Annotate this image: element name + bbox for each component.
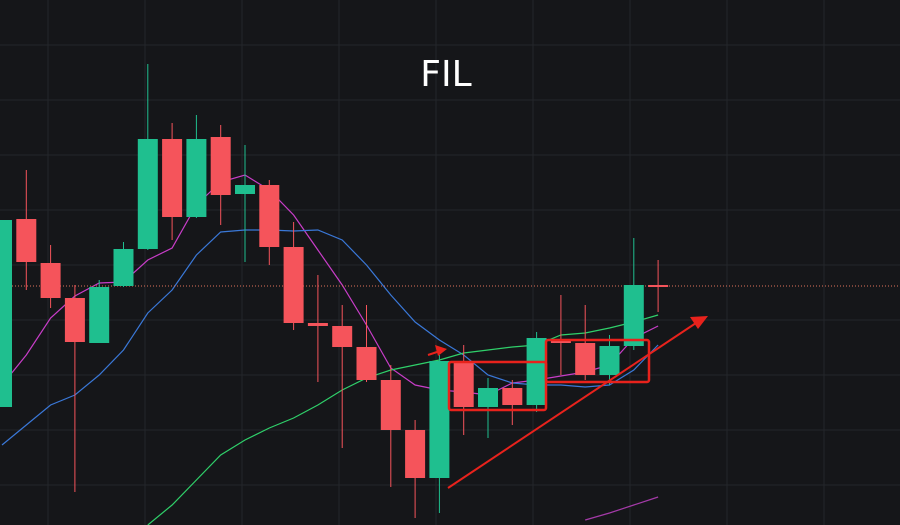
candle-body <box>89 287 110 343</box>
candle-body <box>0 220 12 407</box>
candle-body <box>210 137 231 195</box>
chart-title: FIL <box>420 54 471 95</box>
candle-body <box>332 326 353 347</box>
candle-body <box>113 249 134 286</box>
candles <box>0 64 669 518</box>
candle-body <box>453 363 474 407</box>
ma-lines <box>0 174 900 525</box>
annotations <box>427 316 708 489</box>
candle-body <box>283 247 304 323</box>
candle-body <box>550 340 571 343</box>
candle-body <box>64 298 85 342</box>
highlight-box <box>544 338 651 384</box>
candle-body <box>235 185 255 194</box>
candle-body <box>186 139 207 217</box>
candle-body <box>429 361 450 478</box>
candle-body <box>575 343 596 375</box>
candle-body <box>16 219 37 262</box>
candle-body <box>40 263 61 298</box>
candle-body <box>478 388 498 407</box>
candle-body <box>259 185 280 247</box>
ma-line <box>1 174 659 396</box>
ma-line <box>585 496 659 521</box>
ma-line <box>1 229 659 446</box>
candle-body <box>526 338 547 405</box>
candle-body <box>356 347 377 380</box>
arrow-head <box>690 316 708 329</box>
candle-body <box>307 323 328 326</box>
candle-body <box>405 430 426 478</box>
ma-line <box>147 314 659 525</box>
candle-body <box>599 346 620 375</box>
candle-body <box>162 139 183 217</box>
candle-body <box>623 285 644 346</box>
highlight-box <box>447 360 548 412</box>
arrow-head <box>435 345 447 356</box>
candle-body <box>648 285 669 287</box>
candle-body <box>502 388 523 405</box>
trend-arrow <box>447 322 697 489</box>
candle-body <box>380 380 401 430</box>
candle-body <box>137 139 158 249</box>
